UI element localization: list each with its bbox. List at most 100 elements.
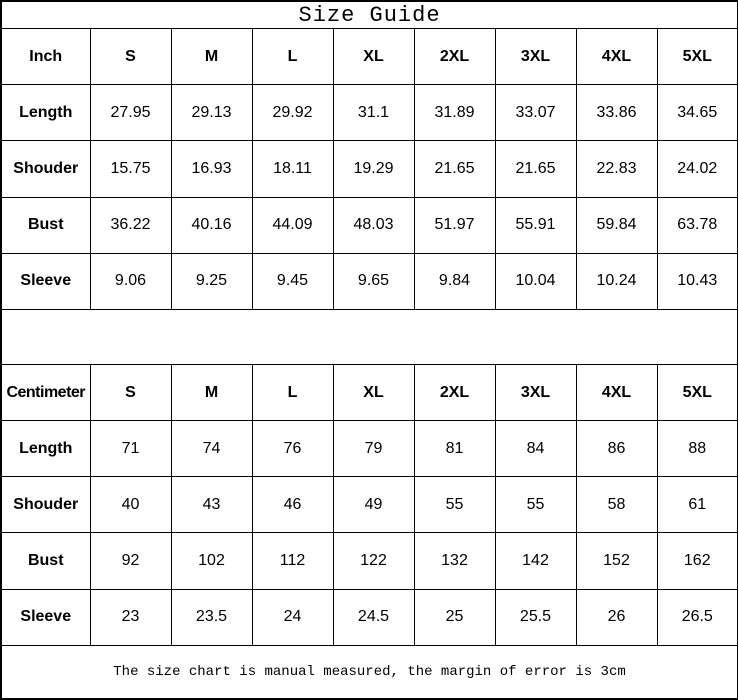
table-row-cm-length: Length 71 74 76 79 81 84 86 88 bbox=[0, 420, 738, 478]
cell-value: 48.03 bbox=[332, 196, 415, 254]
page-title: Size Guide bbox=[0, 0, 738, 30]
size-header-5xl: 5XL bbox=[656, 28, 738, 86]
cell-value: 9.65 bbox=[332, 252, 415, 310]
cell-value: 49 bbox=[332, 476, 415, 534]
row-label: Shouder bbox=[0, 140, 91, 198]
row-label: Sleeve bbox=[0, 252, 91, 310]
cell-value: 152 bbox=[575, 532, 658, 590]
title-row: Size Guide bbox=[0, 0, 738, 30]
cell-value: 23.5 bbox=[170, 588, 253, 646]
cell-value: 88 bbox=[656, 420, 738, 478]
cell-value: 55.91 bbox=[494, 196, 577, 254]
cell-value: 55 bbox=[413, 476, 496, 534]
cell-value: 10.43 bbox=[656, 252, 738, 310]
size-header-2xl: 2XL bbox=[413, 364, 496, 422]
cell-value: 40.16 bbox=[170, 196, 253, 254]
table-row-cm-shouder: Shouder 40 43 46 49 55 55 58 61 bbox=[0, 476, 738, 534]
cell-value: 29.92 bbox=[251, 84, 334, 142]
cell-value: 84 bbox=[494, 420, 577, 478]
size-header-m: M bbox=[170, 364, 253, 422]
cell-value: 102 bbox=[170, 532, 253, 590]
unit-header-centimeter: Centimeter bbox=[0, 364, 91, 422]
size-header-4xl: 4XL bbox=[575, 28, 658, 86]
cell-value: 132 bbox=[413, 532, 496, 590]
cell-value: 36.22 bbox=[89, 196, 172, 254]
size-header-s: S bbox=[89, 364, 172, 422]
row-label: Length bbox=[0, 84, 91, 142]
cell-value: 55 bbox=[494, 476, 577, 534]
spacer-row bbox=[0, 308, 738, 366]
size-header-3xl: 3XL bbox=[494, 28, 577, 86]
size-header-4xl: 4XL bbox=[575, 364, 658, 422]
cell-value: 31.1 bbox=[332, 84, 415, 142]
table-row-inch-sleeve: Sleeve 9.06 9.25 9.45 9.65 9.84 10.04 10… bbox=[0, 252, 738, 310]
row-label: Bust bbox=[0, 532, 91, 590]
table-row-inch-length: Length 27.95 29.13 29.92 31.1 31.89 33.0… bbox=[0, 84, 738, 142]
table-row-cm-sleeve: Sleeve 23 23.5 24 24.5 25 25.5 26 26.5 bbox=[0, 588, 738, 646]
size-header-5xl: 5XL bbox=[656, 364, 738, 422]
cell-value: 162 bbox=[656, 532, 738, 590]
cell-value: 9.45 bbox=[251, 252, 334, 310]
row-label: Length bbox=[0, 420, 91, 478]
size-header-2xl: 2XL bbox=[413, 28, 496, 86]
size-header-s: S bbox=[89, 28, 172, 86]
cell-value: 31.89 bbox=[413, 84, 496, 142]
size-header-m: M bbox=[170, 28, 253, 86]
cell-value: 24.5 bbox=[332, 588, 415, 646]
cell-value: 29.13 bbox=[170, 84, 253, 142]
row-label: Sleeve bbox=[0, 588, 91, 646]
table-row-inch-bust: Bust 36.22 40.16 44.09 48.03 51.97 55.91… bbox=[0, 196, 738, 254]
cell-value: 46 bbox=[251, 476, 334, 534]
cell-value: 23 bbox=[89, 588, 172, 646]
cell-value: 40 bbox=[89, 476, 172, 534]
table-row-cm-bust: Bust 92 102 112 122 132 142 152 162 bbox=[0, 532, 738, 590]
cell-value: 26 bbox=[575, 588, 658, 646]
cell-value: 19.29 bbox=[332, 140, 415, 198]
cell-value: 18.11 bbox=[251, 140, 334, 198]
cell-value: 61 bbox=[656, 476, 738, 534]
size-header-3xl: 3XL bbox=[494, 364, 577, 422]
cell-value: 10.04 bbox=[494, 252, 577, 310]
cell-value: 25 bbox=[413, 588, 496, 646]
cell-value: 22.83 bbox=[575, 140, 658, 198]
cm-header-row: Centimeter S M L XL 2XL 3XL 4XL 5XL bbox=[0, 364, 738, 422]
size-header-xl: XL bbox=[332, 28, 415, 86]
size-header-l: L bbox=[251, 28, 334, 86]
cell-value: 142 bbox=[494, 532, 577, 590]
cell-value: 43 bbox=[170, 476, 253, 534]
cell-value: 81 bbox=[413, 420, 496, 478]
cell-value: 76 bbox=[251, 420, 334, 478]
cell-value: 74 bbox=[170, 420, 253, 478]
cell-value: 15.75 bbox=[89, 140, 172, 198]
cell-value: 21.65 bbox=[413, 140, 496, 198]
row-label: Bust bbox=[0, 196, 91, 254]
cell-value: 27.95 bbox=[89, 84, 172, 142]
cell-value: 21.65 bbox=[494, 140, 577, 198]
cell-value: 63.78 bbox=[656, 196, 738, 254]
size-header-xl: XL bbox=[332, 364, 415, 422]
cell-value: 9.25 bbox=[170, 252, 253, 310]
cell-value: 86 bbox=[575, 420, 658, 478]
spacer-cell bbox=[0, 308, 738, 366]
cell-value: 122 bbox=[332, 532, 415, 590]
cell-value: 79 bbox=[332, 420, 415, 478]
cell-value: 9.84 bbox=[413, 252, 496, 310]
cell-value: 26.5 bbox=[656, 588, 738, 646]
cell-value: 71 bbox=[89, 420, 172, 478]
cell-value: 92 bbox=[89, 532, 172, 590]
inch-header-row: Inch S M L XL 2XL 3XL 4XL 5XL bbox=[0, 28, 738, 86]
table-row-inch-shouder: Shouder 15.75 16.93 18.11 19.29 21.65 21… bbox=[0, 140, 738, 198]
row-label: Shouder bbox=[0, 476, 91, 534]
cell-value: 59.84 bbox=[575, 196, 658, 254]
cell-value: 33.86 bbox=[575, 84, 658, 142]
cell-value: 44.09 bbox=[251, 196, 334, 254]
unit-header-inch: Inch bbox=[0, 28, 91, 86]
cell-value: 34.65 bbox=[656, 84, 738, 142]
size-header-l: L bbox=[251, 364, 334, 422]
cell-value: 16.93 bbox=[170, 140, 253, 198]
cell-value: 33.07 bbox=[494, 84, 577, 142]
footer-note: The size chart is manual measured, the m… bbox=[0, 644, 738, 700]
footer-row: The size chart is manual measured, the m… bbox=[0, 644, 738, 700]
